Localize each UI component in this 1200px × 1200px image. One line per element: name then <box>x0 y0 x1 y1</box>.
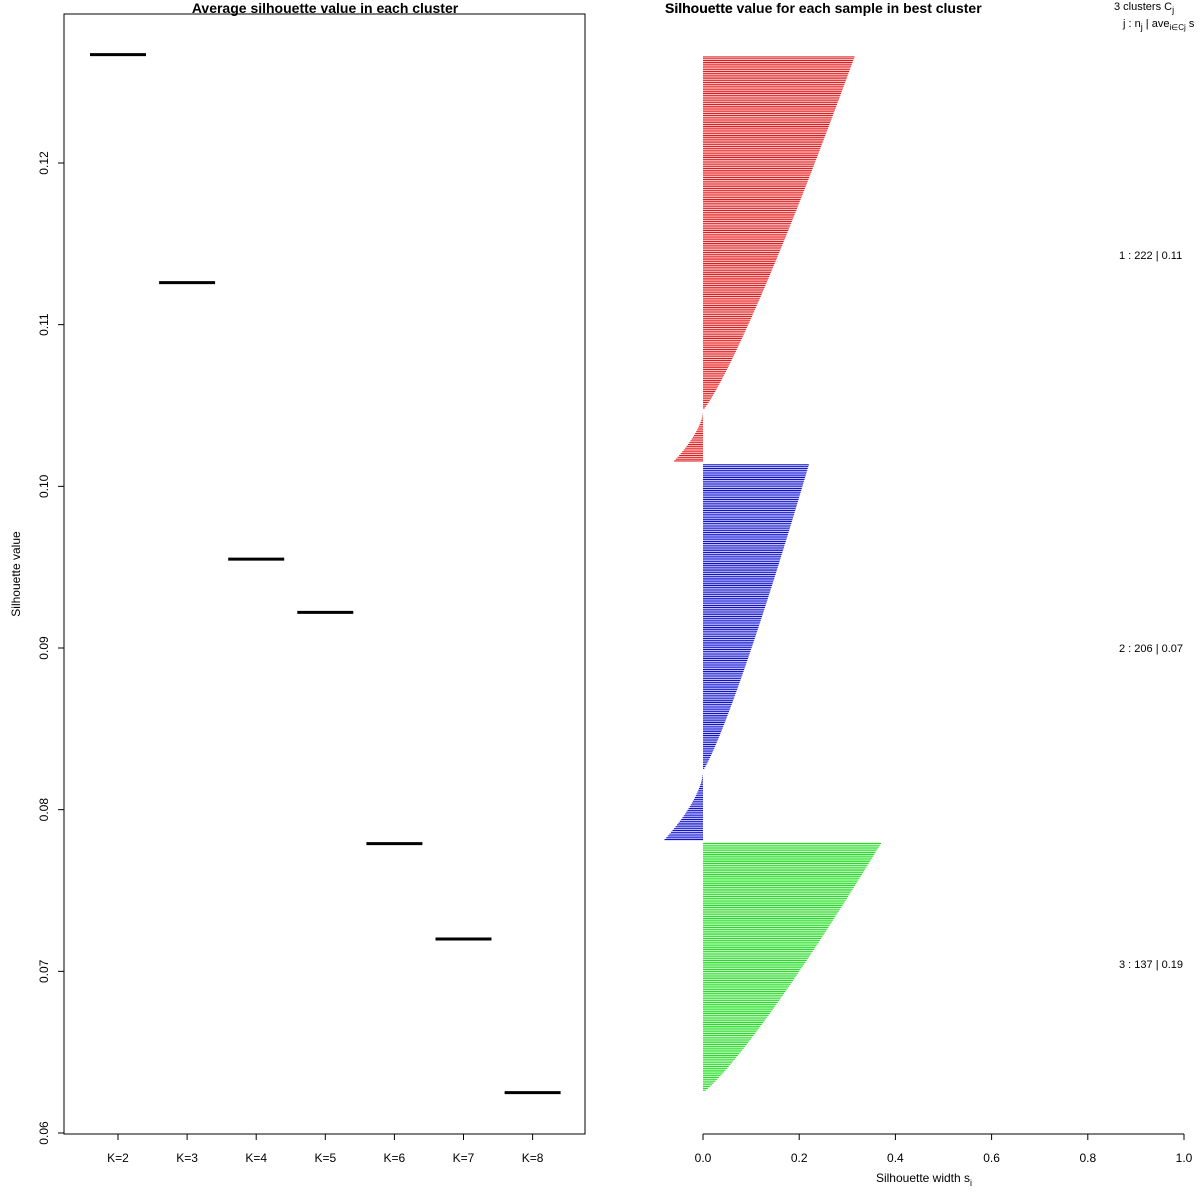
x-tick-label: K=3 <box>176 1151 198 1165</box>
left-x-axis: K=2 K=3 K=4 K=5 K=6 K=7 K=8 <box>107 1134 544 1165</box>
y-tick-label: 0.11 <box>37 313 51 336</box>
cluster-header-sub: j <box>1171 5 1174 15</box>
right-title-overlap: Silhouette <box>665 0 733 16</box>
left-panel: Average silhouette value in each cluster… <box>9 0 586 1165</box>
x-tick-label: K=6 <box>384 1151 406 1165</box>
header-j-n: j : n <box>1122 18 1141 30</box>
y-tick-label: 0.09 <box>37 636 51 660</box>
left-chart-title: Average silhouette value in each cluster <box>192 0 459 16</box>
x-tick-label: 1.0 <box>1176 1151 1193 1165</box>
x-tick-label: 0.2 <box>791 1151 808 1165</box>
header-sub-i: i∈Cj <box>1169 23 1186 32</box>
left-plot-box <box>63 13 586 1135</box>
cluster-label-1: 1 : 222 | 0.11 <box>1119 250 1182 262</box>
header-sub-j: j <box>1140 22 1143 32</box>
x-tick-label: 0.0 <box>695 1151 712 1165</box>
left-marks <box>90 53 561 1095</box>
silhouette-bars <box>664 56 881 1091</box>
right-panel: Silhouette Silhouette value for each sam… <box>664 0 1195 1188</box>
x-tick-label: 0.8 <box>1079 1151 1096 1165</box>
x-tick-label: K=7 <box>453 1151 475 1165</box>
x-tick-label: K=8 <box>522 1151 544 1165</box>
x-tick-label: K=2 <box>107 1151 129 1165</box>
y-tick-label: 0.08 <box>37 798 51 822</box>
left-y-axis-label: Silhouette value <box>9 531 23 617</box>
cluster-header-line1: 3 clusters Cj <box>1114 1 1174 15</box>
cluster-label-2: 2 : 206 | 0.07 <box>1119 643 1183 655</box>
y-tick-label: 0.10 <box>37 474 51 498</box>
left-y-axis: 0.06 0.07 0.08 0.09 0.10 0.11 0.12 <box>37 151 64 1145</box>
y-tick-label: 0.12 <box>37 151 51 175</box>
cluster-header-text: 3 clusters C <box>1114 1 1172 13</box>
right-chart-title: Silhouette value for each sample in best… <box>665 0 982 16</box>
right-x-axis: 0.0 0.2 0.4 0.6 0.8 1.0 <box>695 1133 1193 1165</box>
x-tick-label: 0.6 <box>983 1151 1000 1165</box>
x-tick-label: K=4 <box>245 1151 267 1165</box>
right-x-axis-label-sub: i <box>970 1178 972 1188</box>
cluster-labels: 1 : 222 | 0.11 2 : 206 | 0.07 3 : 137 | 0.… <box>1119 250 1183 971</box>
cluster-label-3: 3 : 137 | 0.19 <box>1119 959 1183 971</box>
right-x-axis-label: Silhouette width si <box>876 1171 972 1188</box>
x-tick-label: K=5 <box>314 1151 336 1165</box>
x-tick-label: 0.4 <box>887 1151 904 1165</box>
y-tick-label: 0.06 <box>37 1121 51 1145</box>
right-x-axis-label-text: Silhouette width s <box>876 1171 970 1185</box>
header-ave: | ave <box>1143 18 1170 30</box>
cluster-header-line2: j : nj | avei∈Cj s <box>1122 18 1195 32</box>
y-tick-label: 0.07 <box>37 959 51 983</box>
header-s: s <box>1186 18 1195 30</box>
